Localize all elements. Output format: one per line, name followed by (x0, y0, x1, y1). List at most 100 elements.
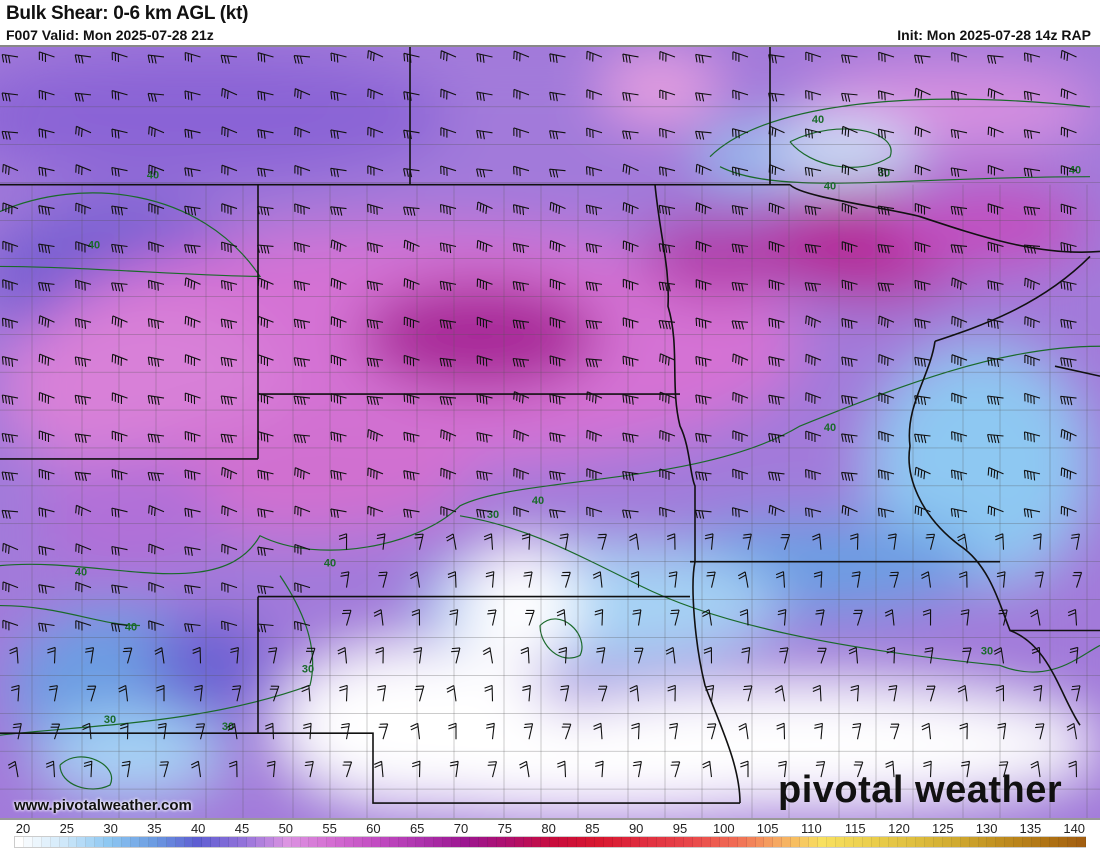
wind-barb (884, 609, 895, 626)
colorbar-tick: 20 (15, 821, 31, 836)
wind-barb (695, 279, 712, 291)
wind-barb (330, 52, 347, 63)
website-url[interactable]: www.pivotalweather.com (14, 797, 192, 814)
colorbar-segment (452, 837, 462, 847)
wind-barb (841, 471, 858, 482)
wind-barb (74, 317, 92, 329)
wind-barb (804, 507, 822, 518)
wind-barb (11, 684, 20, 702)
wind-barb (695, 92, 712, 102)
wind-barb (257, 315, 274, 328)
wind-barb (293, 395, 311, 406)
wind-barb (330, 393, 347, 405)
colorbar-segment (220, 837, 230, 847)
wind-barb (38, 89, 55, 101)
wind-barb (147, 318, 165, 329)
wind-barb (732, 51, 749, 62)
wind-barb (190, 760, 202, 778)
wind-barb (148, 202, 165, 215)
wind-barb (813, 571, 823, 588)
wind-barb (841, 54, 858, 64)
wind-barb (731, 507, 749, 518)
wind-barb (768, 433, 785, 444)
wind-barb (7, 760, 19, 778)
wind-barb (878, 51, 895, 63)
wind-barb (184, 546, 201, 556)
colorbar-segment (398, 837, 408, 847)
colorbar-segment (1005, 837, 1015, 847)
wind-barb (549, 168, 566, 178)
wind-barb (987, 395, 1004, 406)
colorbar-segment (907, 837, 917, 847)
wind-barb (366, 280, 384, 292)
wind-barb (294, 467, 311, 480)
pivotal-weather-logo: pivotal weather (778, 769, 1063, 811)
wind-barb (75, 620, 92, 631)
wind-barb (921, 722, 932, 740)
wind-barb (294, 543, 311, 555)
colorbar-tick: 40 (190, 821, 206, 836)
wind-barb (1068, 760, 1078, 778)
wind-barb (268, 647, 278, 664)
wind-barb (2, 619, 19, 631)
wind-barb (410, 722, 421, 740)
wind-barb (659, 50, 676, 62)
wind-barb (513, 429, 530, 442)
wind-barb (732, 468, 749, 480)
wind-barb (622, 470, 639, 481)
wind-barb (440, 429, 457, 442)
wind-barb (925, 533, 936, 550)
wind-barb (622, 432, 639, 443)
colorbar-segment (32, 837, 42, 847)
wind-barb (74, 394, 92, 405)
wind-barb (403, 239, 420, 252)
wind-barb (774, 685, 786, 702)
colorbar-segment (95, 837, 105, 847)
wind-barb (74, 433, 92, 444)
wind-barb (850, 533, 859, 550)
wind-barb (111, 90, 128, 101)
wind-barb (257, 584, 274, 595)
wind-barb (815, 609, 825, 626)
wind-barb (923, 760, 932, 778)
wind-barb (768, 394, 785, 405)
wind-barb (293, 357, 311, 368)
contour-label: 40 (812, 114, 824, 126)
wind-barb (330, 167, 347, 178)
wind-barb (476, 355, 493, 367)
colorbar-segment (817, 837, 827, 847)
colorbar-segment (693, 837, 702, 847)
wind-barb (914, 433, 931, 444)
wind-barb (768, 125, 785, 137)
wind-barb (739, 609, 749, 626)
colorbar-segment (59, 837, 69, 847)
wind-barb (815, 761, 826, 778)
wind-barb (403, 277, 420, 291)
colorbar-segment (327, 837, 337, 847)
wind-barb (221, 620, 238, 631)
wind-barb (367, 505, 384, 517)
wind-barb (1024, 316, 1041, 328)
wind-barb (622, 163, 639, 175)
contour-label: 30 (302, 663, 314, 675)
wind-barb (45, 760, 56, 778)
colorbar-segment (639, 837, 649, 847)
wind-barb (301, 684, 311, 702)
wind-barb (586, 89, 603, 100)
wind-barb (1060, 126, 1077, 138)
wind-barb (549, 509, 566, 519)
wind-barb (269, 685, 280, 702)
contour-label: 40 (125, 621, 137, 633)
wind-barb (257, 277, 274, 290)
wind-barb (768, 356, 785, 367)
wind-barb (914, 126, 931, 138)
wind-barb (111, 392, 128, 404)
wind-barb (695, 471, 712, 481)
contour-label: 30 (981, 645, 993, 657)
wind-barb (950, 469, 968, 481)
wind-barb (731, 320, 749, 330)
wind-barb (220, 395, 238, 406)
wind-barb (440, 467, 457, 480)
wind-barb (914, 505, 931, 517)
